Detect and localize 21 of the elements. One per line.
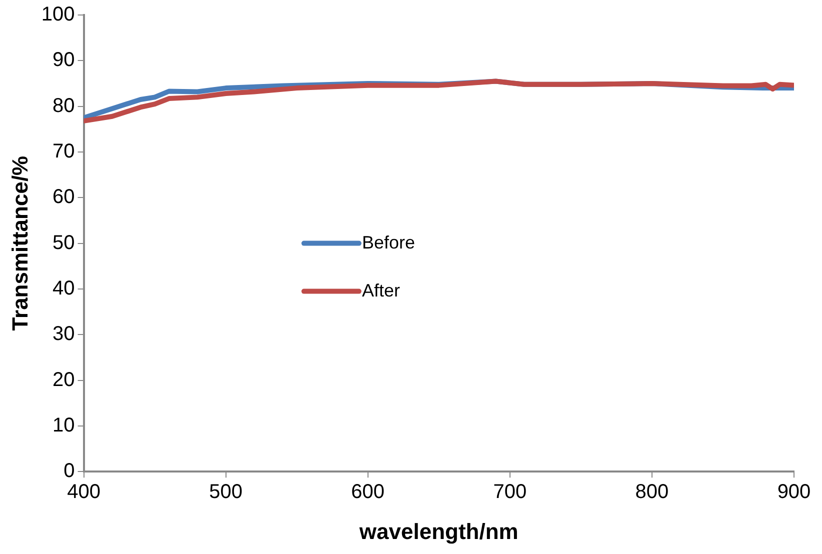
y-tick-label: 50 bbox=[52, 232, 75, 254]
x-tick-label: 500 bbox=[209, 481, 243, 504]
y-tick-label: 90 bbox=[52, 49, 75, 72]
legend-label: Before bbox=[362, 232, 415, 252]
x-tick-label: 600 bbox=[351, 481, 385, 504]
y-tick-label: 40 bbox=[52, 277, 75, 300]
x-tick-label: 400 bbox=[67, 481, 100, 504]
y-tick-label: 20 bbox=[52, 368, 75, 391]
x-tick-label: 900 bbox=[777, 481, 811, 504]
y-tick-label: 30 bbox=[52, 323, 75, 346]
y-tick-label: 10 bbox=[52, 414, 75, 436]
y-tick-label: 60 bbox=[52, 186, 75, 208]
y-tick-label: 80 bbox=[52, 94, 75, 117]
legend-label: After bbox=[362, 280, 400, 300]
y-tick-label: 70 bbox=[52, 140, 75, 162]
x-tick-label: 700 bbox=[493, 481, 527, 504]
x-axis-title: wavelength/nm bbox=[358, 518, 518, 544]
y-axis-title: Transmittance/% bbox=[7, 156, 32, 331]
x-tick-label: 800 bbox=[635, 481, 669, 504]
y-tick-label: 0 bbox=[64, 460, 75, 482]
y-tick-label: 100 bbox=[41, 4, 75, 26]
